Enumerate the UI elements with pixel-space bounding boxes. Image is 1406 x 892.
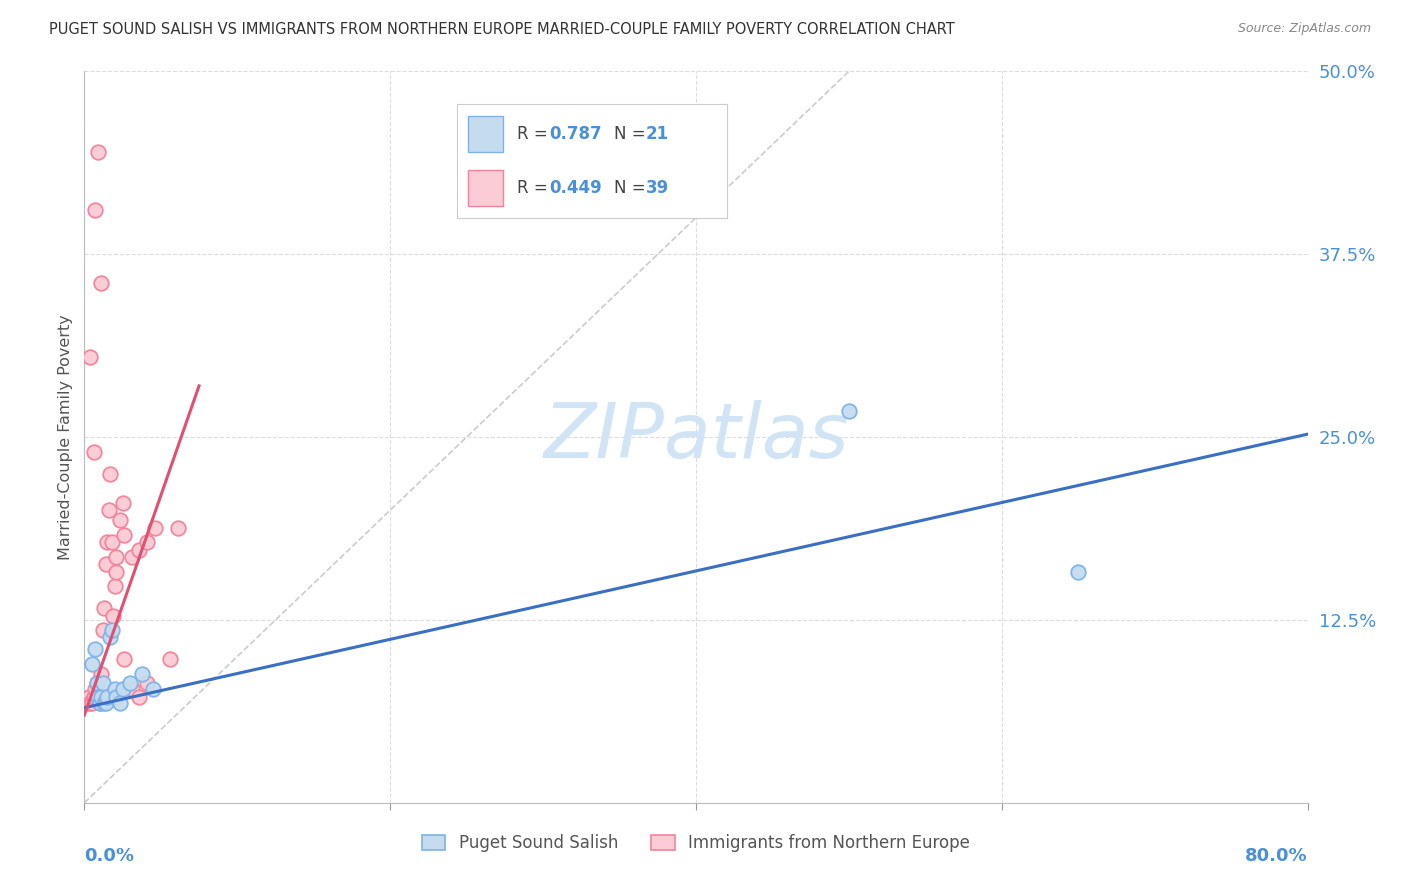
- Point: [94, 696, 117, 710]
- Point: [86, 676, 108, 690]
- Point: [84, 203, 107, 218]
- Point: [96, 535, 118, 549]
- Point: [91, 676, 114, 690]
- Point: [143, 521, 166, 535]
- Point: [112, 528, 135, 542]
- Point: [136, 535, 159, 549]
- Point: [96, 690, 118, 705]
- Point: [89, 696, 111, 710]
- Text: Source: ZipAtlas.com: Source: ZipAtlas.com: [1237, 22, 1371, 36]
- Point: [83, 444, 105, 458]
- Point: [80, 696, 103, 710]
- Point: [838, 403, 860, 417]
- Point: [136, 676, 159, 690]
- Text: 0.0%: 0.0%: [84, 847, 135, 864]
- Point: [121, 549, 143, 564]
- Point: [103, 608, 125, 623]
- Point: [89, 696, 111, 710]
- Point: [111, 496, 134, 510]
- Text: 80.0%: 80.0%: [1244, 847, 1308, 864]
- Point: [120, 676, 142, 690]
- Point: [108, 696, 131, 710]
- Point: [98, 467, 121, 481]
- Point: [101, 623, 124, 637]
- Point: [1067, 565, 1090, 579]
- Point: [80, 657, 103, 671]
- Point: [94, 558, 117, 572]
- Point: [87, 690, 110, 705]
- Legend: Puget Sound Salish, Immigrants from Northern Europe: Puget Sound Salish, Immigrants from Nort…: [413, 826, 979, 860]
- Point: [128, 542, 150, 557]
- Text: ZIPatlas: ZIPatlas: [543, 401, 849, 474]
- Point: [90, 277, 112, 291]
- Point: [90, 667, 112, 681]
- Point: [104, 579, 127, 593]
- Point: [87, 690, 110, 705]
- Point: [108, 513, 131, 527]
- Y-axis label: Married-Couple Family Poverty: Married-Couple Family Poverty: [58, 314, 73, 560]
- Point: [76, 696, 98, 710]
- Point: [79, 696, 101, 710]
- Point: [105, 690, 128, 705]
- Point: [98, 631, 121, 645]
- Point: [84, 681, 107, 696]
- Point: [83, 690, 105, 705]
- Point: [91, 623, 114, 637]
- Point: [131, 667, 153, 681]
- Point: [77, 690, 100, 705]
- Point: [97, 503, 120, 517]
- Text: PUGET SOUND SALISH VS IMMIGRANTS FROM NORTHERN EUROPE MARRIED-COUPLE FAMILY POVE: PUGET SOUND SALISH VS IMMIGRANTS FROM NO…: [49, 22, 955, 37]
- Point: [86, 676, 108, 690]
- Point: [142, 681, 165, 696]
- Point: [101, 535, 124, 549]
- Point: [159, 652, 181, 666]
- Point: [79, 350, 101, 364]
- Point: [104, 681, 127, 696]
- Point: [84, 642, 107, 657]
- Point: [121, 681, 143, 696]
- Point: [112, 652, 135, 666]
- Point: [93, 601, 115, 615]
- Point: [111, 681, 134, 696]
- Point: [105, 565, 128, 579]
- Point: [105, 549, 128, 564]
- Point: [90, 690, 112, 705]
- Point: [128, 690, 150, 705]
- Point: [166, 521, 188, 535]
- Point: [87, 145, 110, 159]
- Point: [93, 696, 115, 710]
